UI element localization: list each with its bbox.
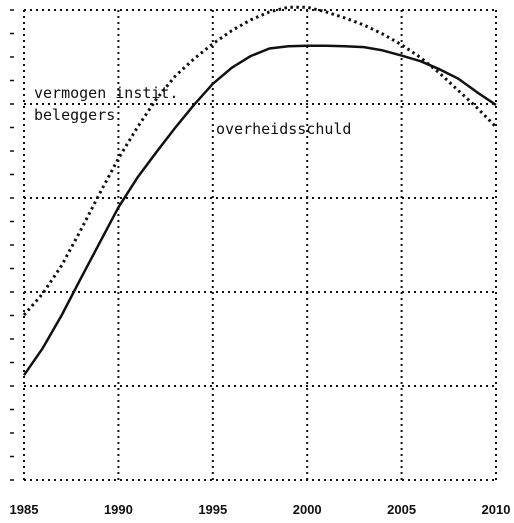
series-line-1 <box>22 44 497 376</box>
series-label-0: vermogen instit. beleggers <box>34 84 179 124</box>
series-lines <box>22 5 498 376</box>
x-tick-label: 1995 <box>198 502 227 517</box>
x-tick-label: 2005 <box>387 502 416 517</box>
grid <box>23 9 497 481</box>
x-tick-label: 1985 <box>10 502 39 517</box>
x-tick-label: 2000 <box>293 502 322 517</box>
x-tick-label: 1990 <box>104 502 133 517</box>
series-label-line: overheidsschuld <box>216 120 351 138</box>
y-axis-minor-ticks <box>10 9 14 481</box>
x-axis-tick-labels: 1985 1990 1995 2000 2005 2010 <box>10 502 511 517</box>
series-label-line: vermogen instit. <box>34 84 179 102</box>
series-label-1: overheidsschuld <box>216 120 351 138</box>
series-line-0 <box>22 5 498 316</box>
x-tick-label: 2010 <box>482 502 511 517</box>
series-label-line: beleggers <box>34 106 115 124</box>
series-labels: vermogen instit. beleggers overheidsschuld <box>34 84 351 138</box>
